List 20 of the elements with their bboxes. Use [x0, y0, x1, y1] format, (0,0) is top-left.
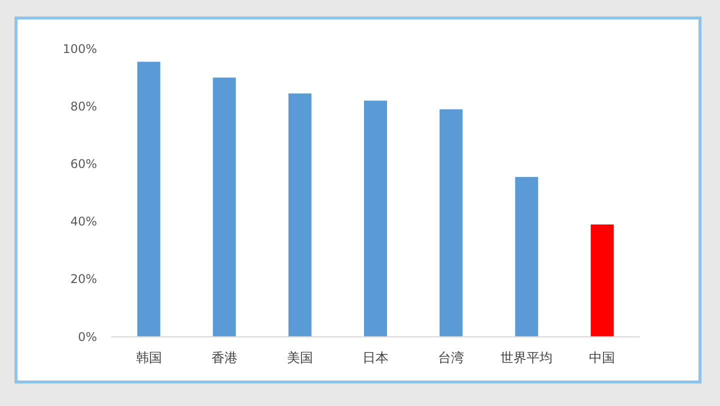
- bar: [137, 62, 160, 337]
- bar: [590, 224, 614, 337]
- y-tick-label: 100%: [62, 42, 97, 56]
- x-tick-label: 日本: [362, 351, 388, 366]
- x-tick-label: 美国: [286, 350, 313, 366]
- y-tick-label: 20%: [70, 272, 97, 286]
- bar: [212, 78, 236, 337]
- x-tick-label: 中国: [589, 351, 616, 366]
- x-tick-label: 台湾: [438, 350, 464, 366]
- y-tick-label: 60%: [70, 157, 97, 171]
- y-tick-label: 0%: [78, 330, 97, 344]
- bar: [515, 176, 538, 337]
- y-tick-label: 40%: [70, 214, 97, 229]
- bar: [364, 100, 387, 337]
- x-tick-label: 香港: [211, 351, 238, 366]
- x-tick-label: 世界平均: [500, 351, 553, 366]
- bar: [440, 109, 463, 337]
- x-tick-label: 韩国: [136, 351, 162, 366]
- y-tick-label: 80%: [70, 99, 97, 114]
- bar: [288, 93, 312, 337]
